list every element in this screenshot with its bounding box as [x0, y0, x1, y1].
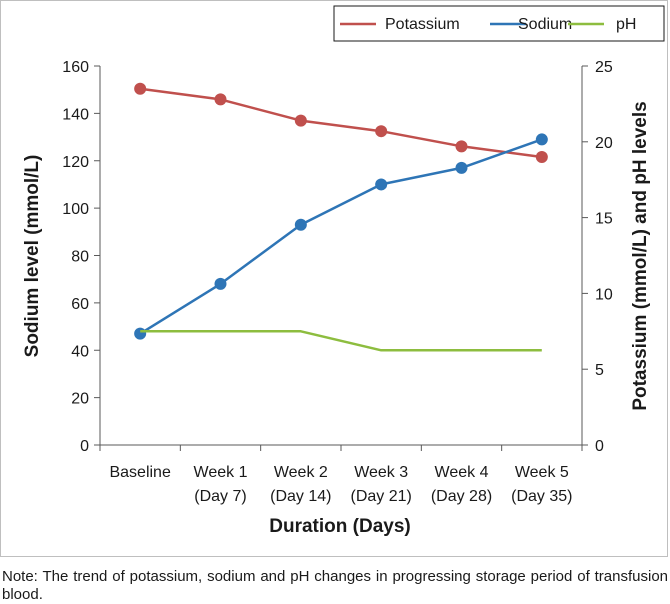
y-left-tick-label: 20 — [71, 391, 89, 408]
y-left-tick-label: 160 — [62, 59, 89, 76]
y-axis-left-title: Sodium level (mmol/L) — [22, 155, 43, 358]
chart-series — [134, 82, 548, 352]
potassium-data-point — [294, 114, 307, 127]
sodium-data-point — [375, 178, 388, 191]
sodium-data-point — [535, 133, 548, 146]
x-tick-label: Week 1 (Day 7) — [194, 464, 248, 505]
y-left-tick-label: 80 — [71, 249, 89, 266]
x-tick-label: Week 5 (Day 35) — [511, 464, 572, 505]
y-left-tick-label: 120 — [62, 154, 89, 171]
ph-series-line — [140, 330, 542, 352]
y-right-tick-label: 25 — [595, 59, 613, 76]
line-chart: 0 20 40 60 80 100 120 140 160 0 5 10 15 20 25 Baseline W… — [22, 5, 665, 537]
sodium-series-line — [139, 138, 543, 335]
potassium-data-point — [455, 140, 468, 153]
legend-potassium-label: Potassium — [385, 16, 460, 33]
y-right-tick-label: 10 — [595, 286, 613, 303]
y-right-tick-label: 15 — [595, 211, 613, 228]
x-tick-label: Baseline — [109, 464, 170, 481]
x-tick-label: Week 3 (Day 21) — [350, 464, 411, 505]
y-left-tick-label: 60 — [71, 296, 89, 313]
chart-frame — [0, 0, 668, 557]
y-right-tick-label: 20 — [595, 135, 613, 152]
sodium-data-point — [134, 327, 147, 340]
legend-sodium-label: Sodium — [518, 16, 572, 33]
x-axis-title: Duration (Days) — [269, 516, 410, 537]
potassium-data-point — [375, 125, 388, 138]
y-axis-right-title: Potassium (mmol/L) and pH levels — [630, 101, 651, 410]
y-left-tick-label: 140 — [62, 106, 89, 123]
legend-ph-label: pH — [616, 16, 636, 33]
sodium-data-point — [294, 218, 307, 231]
y-right-tick-label: 0 — [595, 438, 604, 455]
x-tick-label: Week 2 (Day 14) — [270, 464, 331, 505]
potassium-data-point — [134, 82, 147, 95]
potassium-data-point — [214, 93, 227, 106]
y-right-tick-label: 5 — [595, 362, 604, 379]
sodium-data-point — [455, 161, 468, 174]
potassium-series-line — [140, 87, 542, 159]
y-left-tick-label: 100 — [62, 201, 89, 218]
y-left-tick-label: 40 — [71, 343, 89, 360]
legend: Potassium Sodium pH — [333, 5, 665, 42]
figure-note: Note: The trend of potassium, sodium and… — [2, 568, 668, 603]
y-left-tick-label: 0 — [80, 438, 89, 455]
potassium-data-point — [535, 150, 548, 163]
sodium-data-point — [214, 277, 227, 290]
chart-axes — [99, 66, 583, 446]
x-tick-label: Week 4 (Day 28) — [431, 464, 492, 505]
axis-ticks: 0 20 40 60 80 100 120 140 160 0 5 10 15 20 25 Baseline W… — [62, 59, 613, 505]
